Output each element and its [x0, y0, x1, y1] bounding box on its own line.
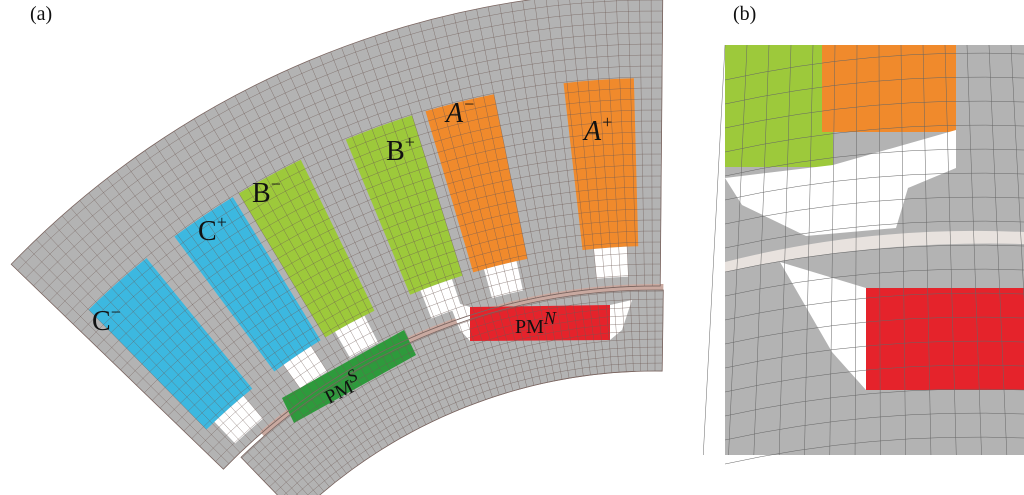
mesh-line [703, 45, 725, 455]
figure: (a) (b) C− C+ B− B+ A− A+ PMS PMN [0, 0, 1024, 495]
slot-opening [594, 247, 629, 279]
panel-label: (b) [733, 3, 756, 25]
panel-b [703, 45, 1024, 464]
panel-a [11, 0, 663, 495]
zoom-slot-a [822, 45, 956, 132]
panel-label: (a) [30, 3, 52, 25]
